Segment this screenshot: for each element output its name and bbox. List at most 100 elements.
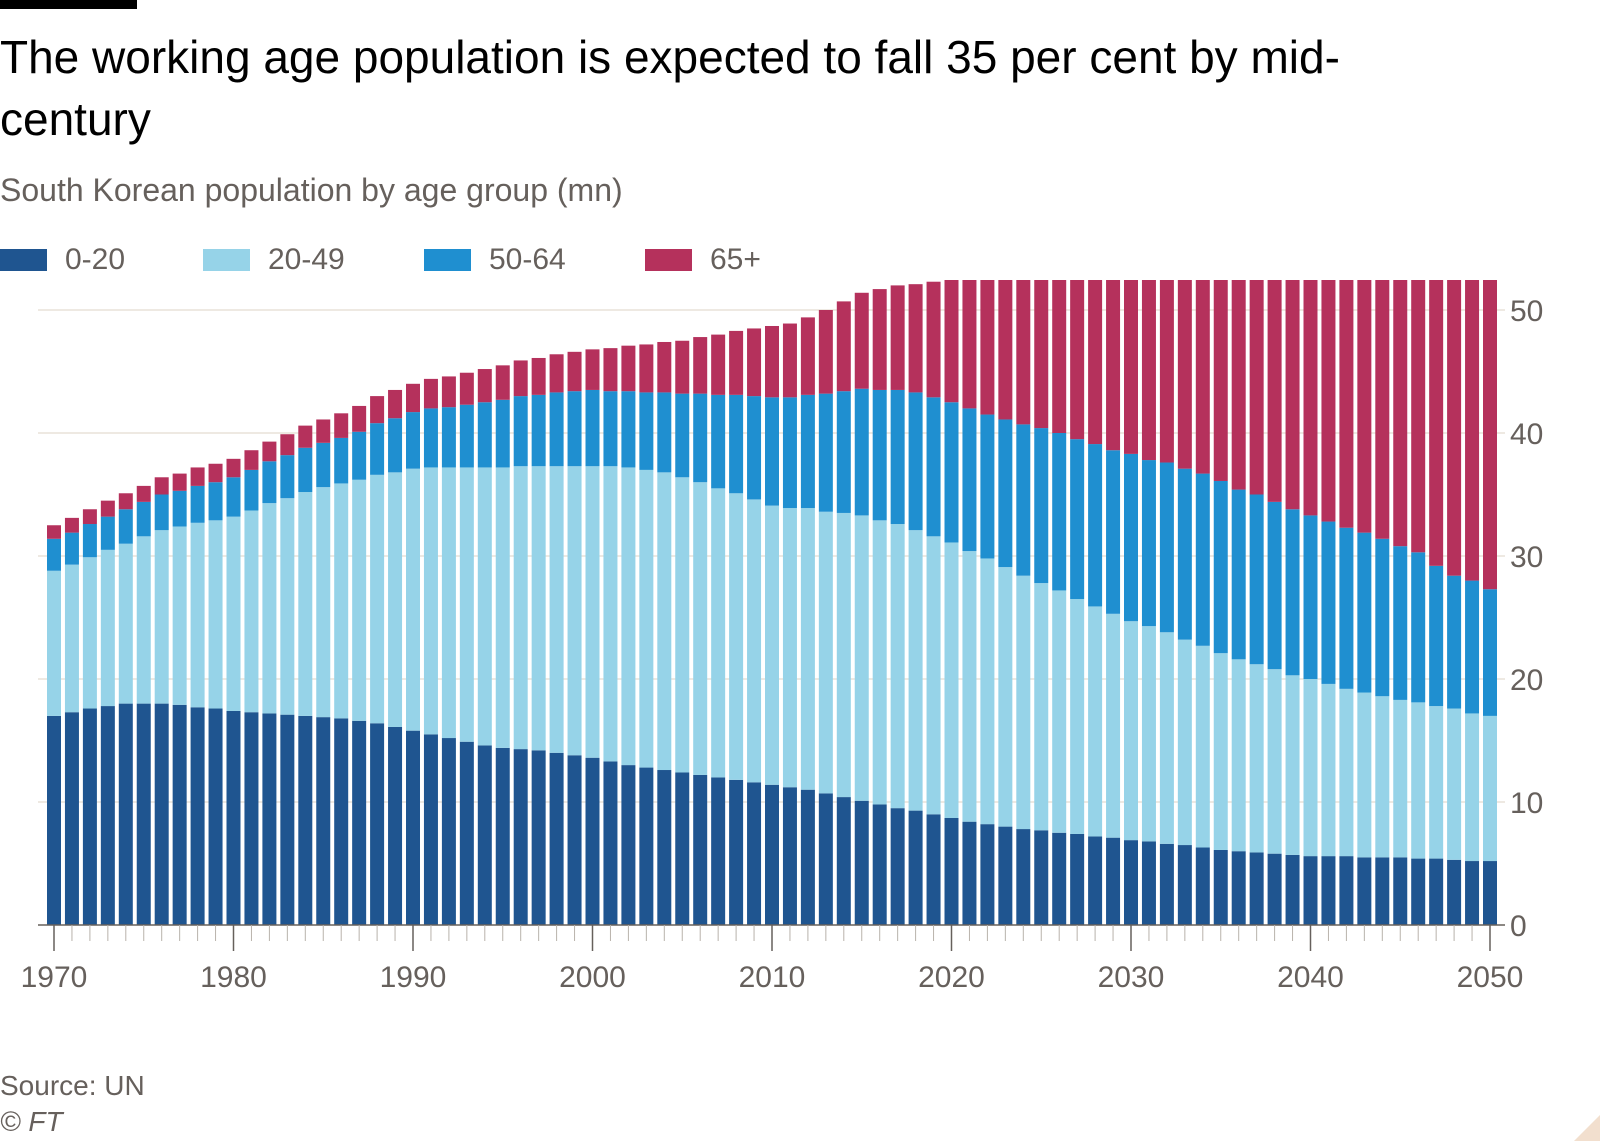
bar-segment-65-plus-2002 <box>621 345 636 392</box>
bar-segment-20-49-1996 <box>513 466 528 750</box>
bar-segment-50-64-2039 <box>1285 509 1300 676</box>
bar-segment-0-20-1976 <box>154 703 169 925</box>
bar-segment-0-20-2042 <box>1339 856 1354 925</box>
bar-segment-20-49-2024 <box>1016 575 1031 830</box>
y-tick-label: 0 <box>1510 910 1527 943</box>
legend-item-20-49: 20-49 <box>203 238 345 282</box>
bar-segment-65-plus-2035 <box>1213 280 1228 481</box>
bar-segment-65-plus-1975 <box>136 485 151 502</box>
bar-segment-0-20-2048 <box>1447 859 1462 925</box>
bar-segment-50-64-1991 <box>423 408 438 468</box>
bar-segment-20-49-2009 <box>747 499 762 783</box>
bar-segment-65-plus-1992 <box>441 376 456 408</box>
bar-segment-50-64-1995 <box>495 399 510 468</box>
bar-segment-0-20-2012 <box>800 789 815 925</box>
bar-segment-0-20-2023 <box>998 826 1013 925</box>
bar-segment-65-plus-2013 <box>818 310 833 394</box>
bar-segment-0-20-2025 <box>1034 830 1049 925</box>
bar-segment-65-plus-2012 <box>800 317 815 395</box>
bar-segment-20-49-2020 <box>944 542 959 818</box>
bar-segment-0-20-1983 <box>280 714 295 925</box>
bar-segment-65-plus-2018 <box>908 284 923 393</box>
bar-segment-0-20-1992 <box>441 738 456 925</box>
bar-segment-20-49-2018 <box>908 530 923 811</box>
bar-segment-65-plus-1998 <box>549 354 564 393</box>
bar-segment-0-20-2007 <box>711 777 726 925</box>
bar-segment-20-49-1998 <box>549 466 564 753</box>
bar-segment-20-49-2023 <box>998 567 1013 827</box>
bar-segment-50-64-1973 <box>100 516 115 550</box>
bar-segment-50-64-2028 <box>1088 444 1103 607</box>
bar-segment-65-plus-2024 <box>1016 280 1031 425</box>
bar-segment-50-64-2048 <box>1447 575 1462 709</box>
bar-segment-50-64-2026 <box>1052 433 1067 591</box>
bar-segment-20-49-1989 <box>388 472 403 727</box>
bar-segment-65-plus-1982 <box>262 441 277 462</box>
bar-segment-50-64-2023 <box>998 419 1013 568</box>
bar-segment-0-20-1987 <box>352 720 367 925</box>
bar-segment-50-64-1999 <box>567 391 582 467</box>
bar-segment-65-plus-1999 <box>567 351 582 392</box>
bar-segment-20-49-2004 <box>657 472 672 771</box>
bar-segment-0-20-2004 <box>657 770 672 925</box>
bar-segment-50-64-2001 <box>603 391 618 467</box>
bar-segment-50-64-1989 <box>388 418 403 473</box>
bar-segment-50-64-2018 <box>908 392 923 531</box>
bar-segment-0-20-2044 <box>1375 857 1390 925</box>
bar-segment-0-20-2038 <box>1267 853 1282 925</box>
bar-segment-50-64-1987 <box>352 431 367 480</box>
bar-segment-0-20-1975 <box>136 703 151 925</box>
bar-segment-50-64-2049 <box>1465 580 1480 714</box>
bar-segment-0-20-2005 <box>675 772 690 925</box>
bar-segment-20-49-1976 <box>154 530 169 704</box>
bar-segment-0-20-2010 <box>765 784 779 925</box>
bar-segment-50-64-2050 <box>1483 589 1497 716</box>
bar-segment-50-64-2035 <box>1213 480 1228 654</box>
bar-segment-50-64-1986 <box>334 437 349 484</box>
bar-segment-20-49-2050 <box>1483 715 1497 862</box>
bar-segment-50-64-1984 <box>298 447 313 493</box>
bar-segment-20-49-2012 <box>800 508 815 790</box>
bar-segment-50-64-2012 <box>800 394 815 509</box>
bar-segment-0-20-1995 <box>495 747 510 925</box>
bar-segment-65-plus-1996 <box>513 360 528 397</box>
bar-segment-20-49-2025 <box>1034 583 1049 831</box>
bar-segment-0-20-2031 <box>1141 841 1156 925</box>
x-tick-label: 2020 <box>918 961 985 994</box>
bar-segment-0-20-1980 <box>226 710 241 925</box>
bar-segment-0-20-2046 <box>1411 858 1426 925</box>
bar-segment-20-49-2039 <box>1285 675 1300 855</box>
bar-segment-50-64-1992 <box>441 407 456 468</box>
bar-segment-65-plus-1993 <box>459 372 474 405</box>
bar-segment-20-49-2021 <box>962 551 977 822</box>
bar-segment-65-plus-2017 <box>890 285 905 390</box>
bar-segment-65-plus-2028 <box>1088 280 1103 445</box>
bar-segment-20-49-2038 <box>1267 669 1282 854</box>
bar-segment-50-64-2037 <box>1249 494 1264 665</box>
bar-segment-65-plus-2021 <box>962 280 977 409</box>
bar-segment-20-49-2005 <box>675 477 690 773</box>
bar-segment-20-49-2008 <box>729 493 744 780</box>
x-tick-label: 1970 <box>21 961 88 994</box>
bar-segment-20-49-2032 <box>1159 632 1174 844</box>
bar-segment-0-20-2024 <box>1016 829 1031 925</box>
bar-segment-50-64-2040 <box>1303 515 1318 679</box>
bar-segment-20-49-1988 <box>370 474 385 724</box>
bar-segment-50-64-1971 <box>64 532 79 565</box>
bar-segment-50-64-2013 <box>818 393 833 512</box>
chart-title: The working age population is expected t… <box>0 31 1340 145</box>
bar-segment-50-64-2027 <box>1070 439 1085 600</box>
bar-segment-0-20-2034 <box>1195 847 1210 925</box>
bar-segment-50-64-2007 <box>711 394 726 489</box>
legend-label: 0-20 <box>65 243 126 276</box>
x-tick-label: 1990 <box>380 961 447 994</box>
bar-segment-65-plus-2005 <box>675 340 690 394</box>
bar-segment-65-plus-2041 <box>1321 280 1336 522</box>
bar-segment-50-64-1996 <box>513 396 528 467</box>
bar-segment-20-49-2006 <box>693 482 708 775</box>
bar-segment-65-plus-2003 <box>639 344 654 393</box>
bar-segment-20-49-2028 <box>1088 606 1103 837</box>
bar-segment-50-64-2044 <box>1375 538 1390 697</box>
bar-segment-20-49-2022 <box>980 558 995 825</box>
